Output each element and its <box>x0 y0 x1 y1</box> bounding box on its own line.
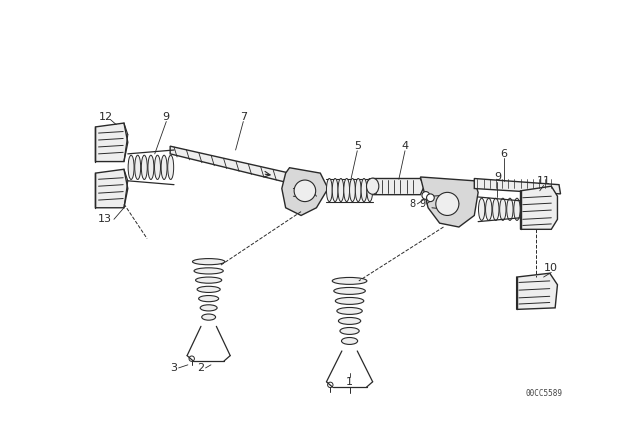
Ellipse shape <box>342 337 358 345</box>
Polygon shape <box>95 169 128 208</box>
Ellipse shape <box>141 155 147 180</box>
Text: 8: 8 <box>410 199 416 209</box>
Circle shape <box>422 192 429 199</box>
Text: 13: 13 <box>98 214 112 224</box>
Ellipse shape <box>335 297 364 304</box>
Ellipse shape <box>337 307 362 314</box>
Ellipse shape <box>148 155 154 180</box>
Circle shape <box>328 382 333 388</box>
Ellipse shape <box>154 155 161 180</box>
Polygon shape <box>95 123 128 162</box>
Circle shape <box>294 180 316 202</box>
Ellipse shape <box>197 286 220 293</box>
Circle shape <box>189 356 195 362</box>
Ellipse shape <box>326 178 332 202</box>
Text: 9: 9 <box>494 172 501 182</box>
Ellipse shape <box>500 198 506 220</box>
Text: 4: 4 <box>401 141 408 151</box>
Ellipse shape <box>349 178 355 202</box>
Circle shape <box>436 192 459 215</box>
Ellipse shape <box>334 288 365 294</box>
Ellipse shape <box>340 327 359 334</box>
Ellipse shape <box>486 198 492 220</box>
Text: 7: 7 <box>240 112 247 122</box>
Text: 6: 6 <box>500 149 507 159</box>
Ellipse shape <box>193 258 225 265</box>
Circle shape <box>427 194 435 202</box>
Ellipse shape <box>161 155 167 180</box>
Polygon shape <box>516 273 557 310</box>
Ellipse shape <box>514 198 520 220</box>
Ellipse shape <box>367 178 372 202</box>
Ellipse shape <box>507 198 513 220</box>
Ellipse shape <box>200 305 217 311</box>
Polygon shape <box>420 177 478 227</box>
Ellipse shape <box>338 178 344 202</box>
Ellipse shape <box>361 178 367 202</box>
Text: 3: 3 <box>170 363 177 373</box>
Text: 9: 9 <box>163 112 170 122</box>
Polygon shape <box>520 186 557 229</box>
Text: 9: 9 <box>419 199 425 209</box>
Ellipse shape <box>367 178 379 194</box>
Text: 12: 12 <box>99 112 113 122</box>
Ellipse shape <box>198 296 219 302</box>
Polygon shape <box>369 178 424 195</box>
Polygon shape <box>474 178 561 194</box>
Ellipse shape <box>202 314 216 320</box>
Text: 11: 11 <box>536 176 550 186</box>
Polygon shape <box>282 168 328 215</box>
Ellipse shape <box>479 198 485 220</box>
Text: 00CC5589: 00CC5589 <box>526 389 563 398</box>
Ellipse shape <box>196 277 221 283</box>
Polygon shape <box>170 146 289 183</box>
Text: 2: 2 <box>197 363 205 373</box>
Ellipse shape <box>128 155 134 180</box>
Ellipse shape <box>194 268 223 274</box>
Ellipse shape <box>339 318 361 324</box>
Ellipse shape <box>332 178 338 202</box>
Text: 5: 5 <box>354 141 361 151</box>
Ellipse shape <box>168 155 173 180</box>
Ellipse shape <box>355 178 361 202</box>
Ellipse shape <box>344 178 349 202</box>
Text: 1: 1 <box>346 377 353 387</box>
Ellipse shape <box>493 198 499 220</box>
Ellipse shape <box>135 155 141 180</box>
Ellipse shape <box>332 277 367 284</box>
Text: 10: 10 <box>544 263 558 273</box>
